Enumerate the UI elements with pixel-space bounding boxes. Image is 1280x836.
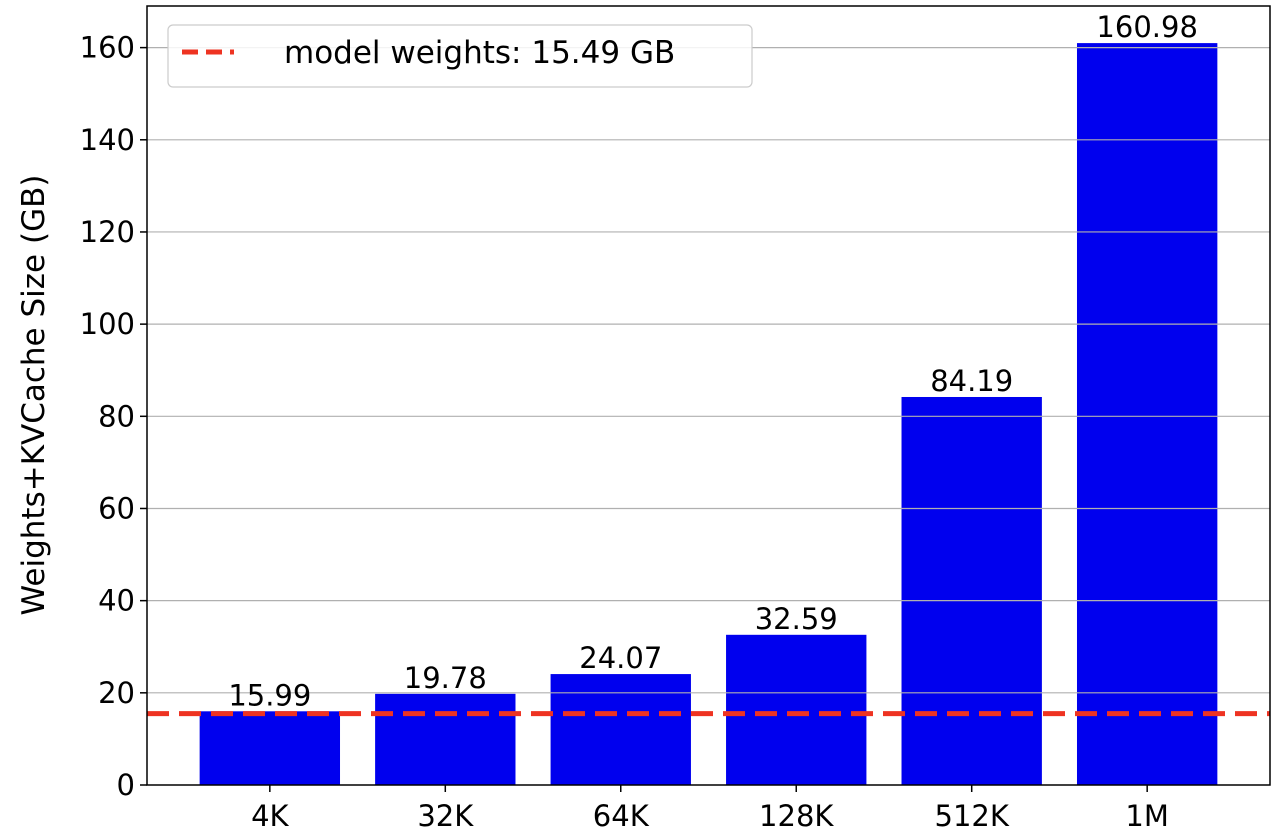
bar-128K <box>726 634 867 785</box>
bar-4K <box>199 711 341 785</box>
bar-512K <box>901 396 1042 785</box>
y-tick-label: 40 <box>98 584 135 618</box>
x-tick-label: 4K <box>251 799 289 833</box>
bars <box>199 43 1218 786</box>
y-ticks: 0 20 40 60 80 100 120 140 160 <box>80 31 147 802</box>
legend-entry: model weights: 15.49 GB <box>284 35 675 71</box>
y-axis-label: Weights+KVCache Size (GB) <box>16 175 52 616</box>
grid-overlay <box>147 47 1270 694</box>
x-tick-label: 128K <box>759 799 834 833</box>
y-tick-label: 20 <box>98 676 135 710</box>
y-tick-label: 80 <box>98 399 135 433</box>
legend-box <box>167 24 753 88</box>
y-tick-label: 140 <box>80 123 135 157</box>
y-tick-label: 120 <box>80 215 135 249</box>
y-tick-label: 0 <box>117 768 135 802</box>
axes-frame <box>146 5 1271 786</box>
bar-32K <box>375 693 516 785</box>
x-tick-label: 512K <box>935 799 1010 833</box>
x-ticks: 4K 32K 64K 128K 512K 1M <box>251 785 1169 833</box>
data-label: 160.98 <box>1096 10 1197 44</box>
y-tick-label: 60 <box>98 491 135 525</box>
data-labels: 15.99 19.78 24.07 32.59 84.19 160.98 <box>228 10 1198 712</box>
data-label: 24.07 <box>579 641 662 675</box>
data-label: 19.78 <box>404 661 487 695</box>
x-tick-label: 64K <box>593 799 650 833</box>
y-tick-label: 160 <box>80 31 135 65</box>
x-tick-label: 1M <box>1125 799 1168 833</box>
x-tick-label: 32K <box>417 799 474 833</box>
data-label: 15.99 <box>228 678 311 712</box>
bar-1M <box>1076 43 1218 786</box>
y-tick-label: 100 <box>80 307 135 341</box>
legend: model weights: 15.49 GB <box>167 24 753 88</box>
bar-64K <box>550 674 691 785</box>
data-label: 32.59 <box>755 602 838 636</box>
data-label: 84.19 <box>930 364 1013 398</box>
